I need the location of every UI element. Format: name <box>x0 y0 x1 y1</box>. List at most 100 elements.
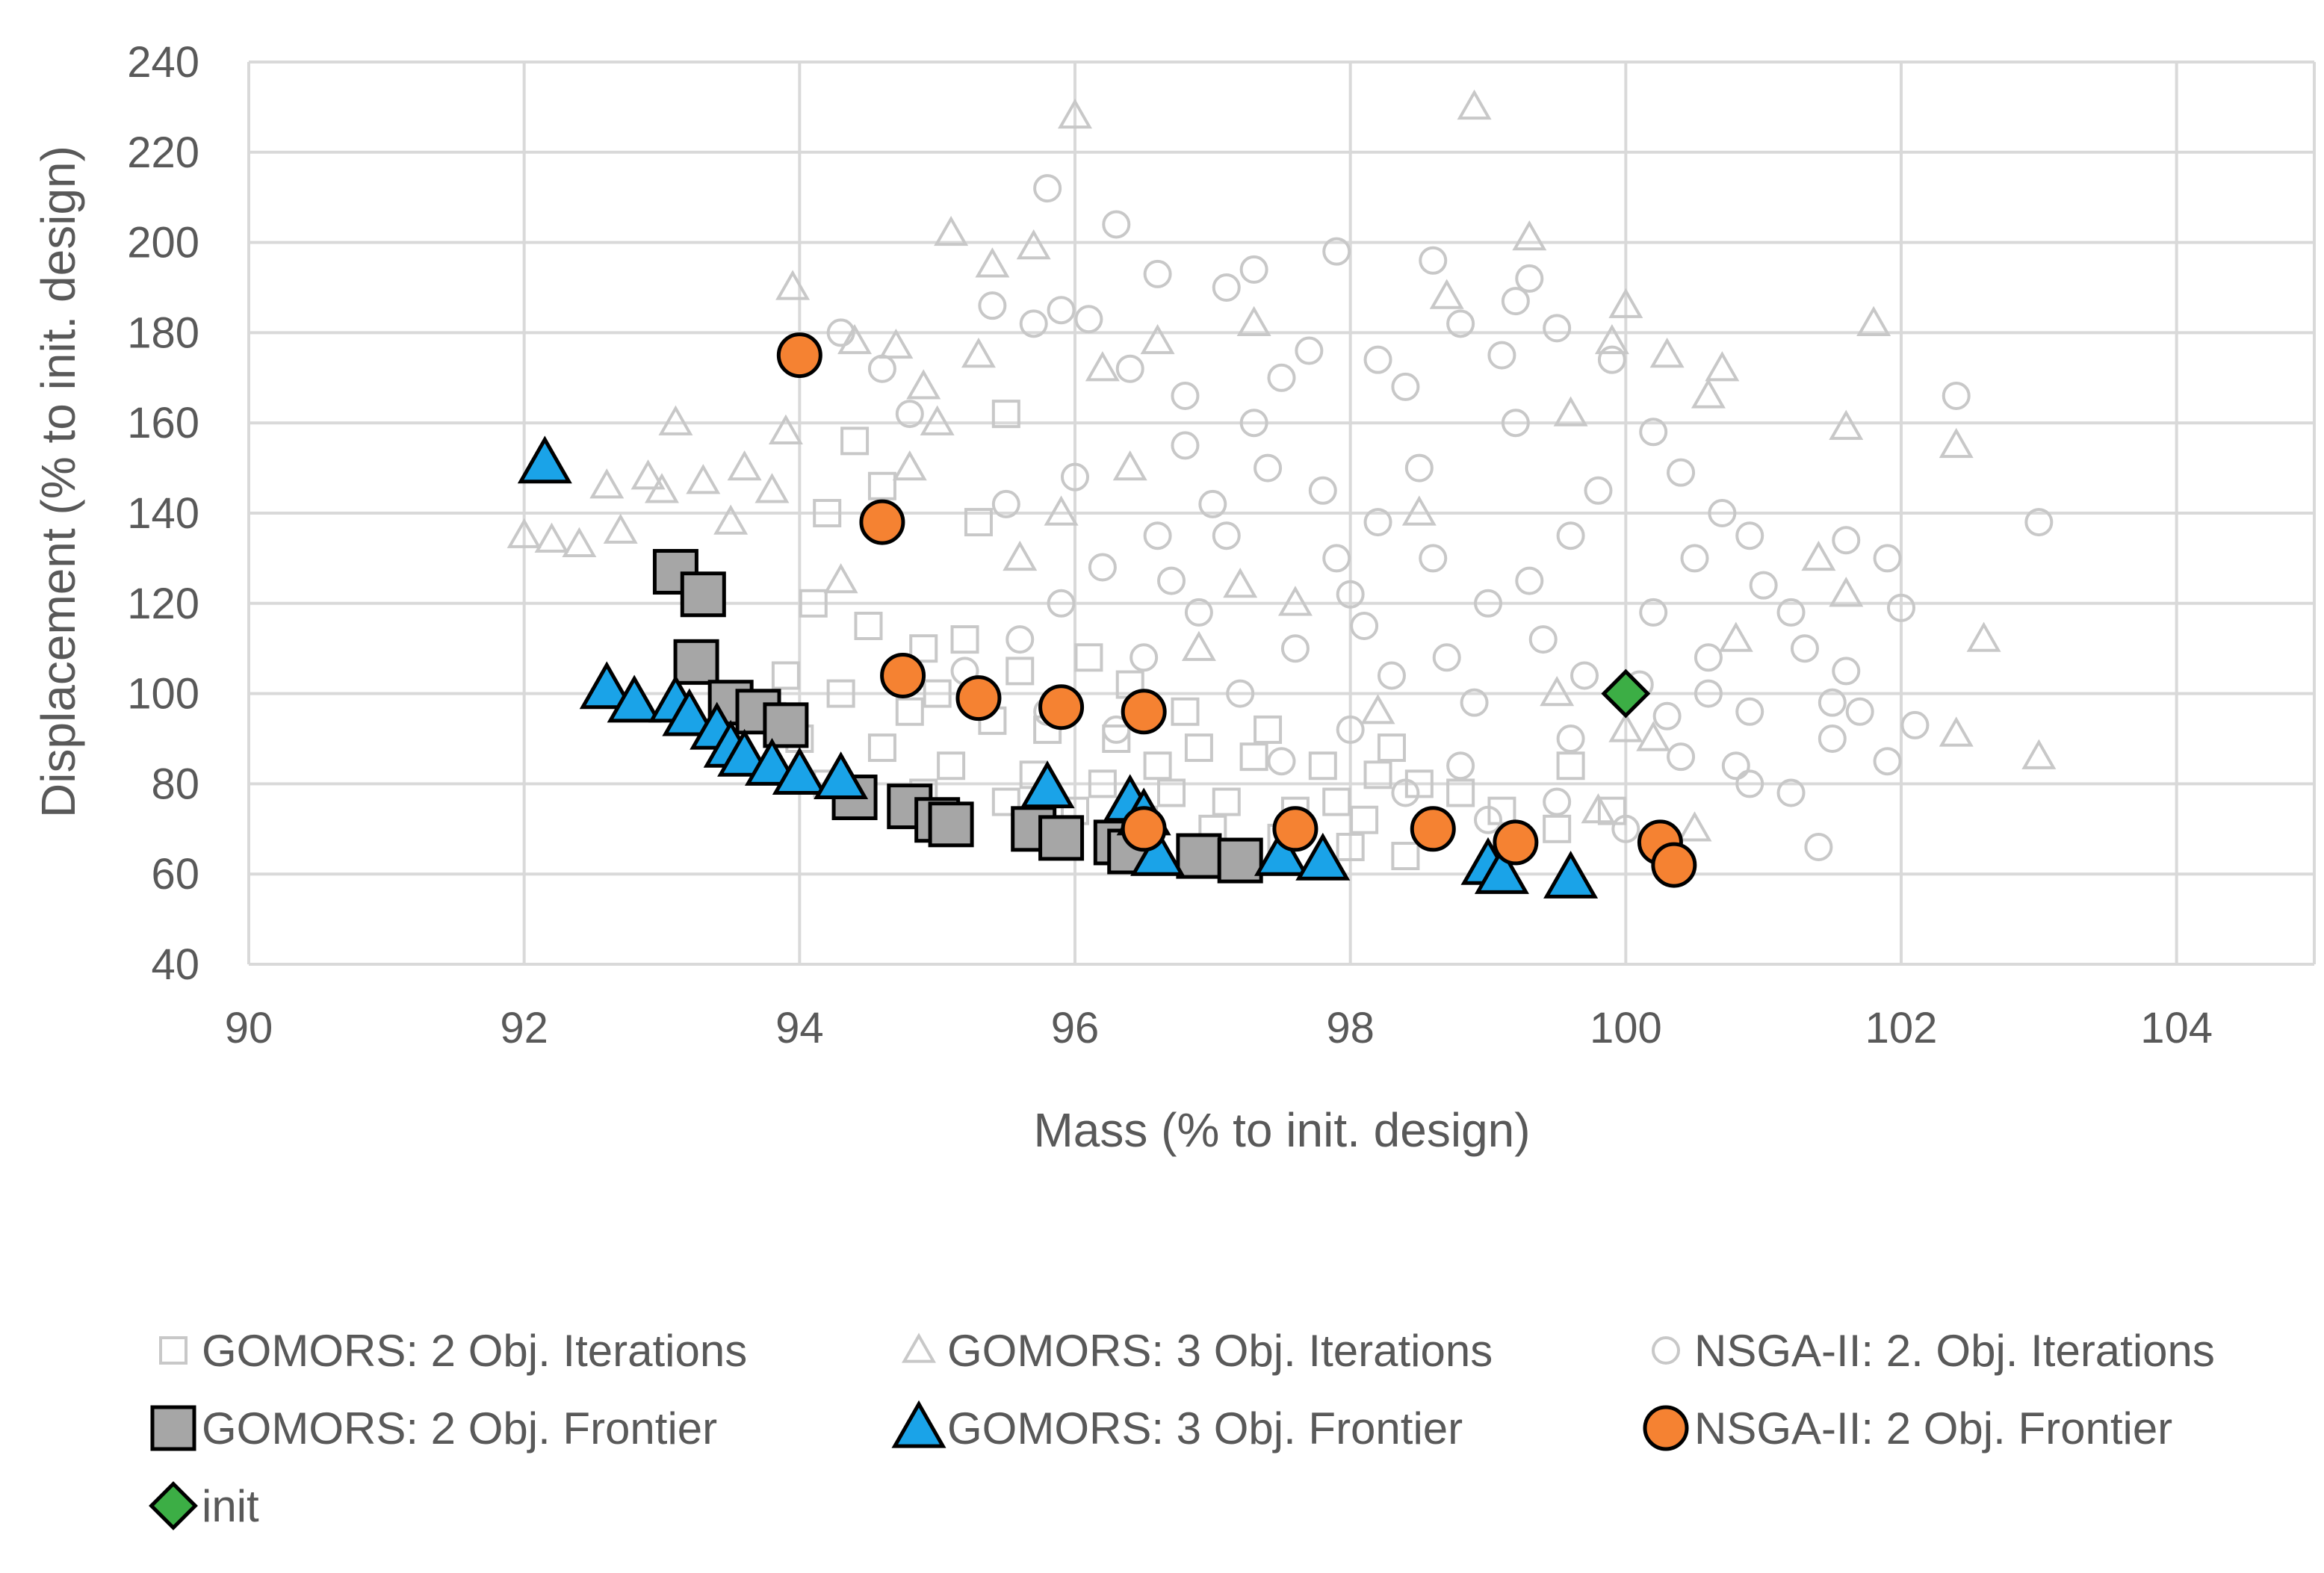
data-point <box>1708 499 1737 527</box>
data-point <box>1058 98 1092 129</box>
data-point <box>1239 255 1268 284</box>
data-point <box>1718 621 1753 652</box>
data-point <box>1556 725 1585 753</box>
legend-marker <box>159 1336 188 1365</box>
data-point <box>2024 508 2054 537</box>
x-axis-title: Mass (% to init. design) <box>1033 1103 1530 1157</box>
data-point <box>727 450 762 481</box>
data-point <box>937 751 966 781</box>
data-point <box>1350 612 1379 640</box>
data-point <box>1130 643 1159 672</box>
data-point <box>1308 476 1337 505</box>
data-point <box>1543 314 1572 343</box>
data-point <box>1543 787 1572 816</box>
data-point <box>1515 264 1544 293</box>
data-point <box>867 354 896 383</box>
data-point <box>813 499 842 527</box>
data-point <box>772 747 827 795</box>
data-point <box>1474 805 1502 834</box>
data-point <box>991 400 1020 429</box>
data-point <box>1818 725 1847 753</box>
data-point <box>1336 580 1365 609</box>
data-point <box>680 571 726 618</box>
data-point <box>562 527 597 557</box>
data-point <box>895 697 924 726</box>
iteration-points <box>506 89 2057 871</box>
data-point <box>826 318 855 347</box>
data-point <box>1543 814 1572 843</box>
data-point <box>1749 571 1778 600</box>
data-point <box>1501 409 1530 438</box>
data-point <box>1217 837 1263 884</box>
data-point <box>1401 495 1437 526</box>
data-point <box>964 508 993 537</box>
data-point <box>867 733 896 763</box>
data-point <box>776 332 822 379</box>
x-tick-label: 90 <box>225 1004 273 1052</box>
data-point <box>1776 778 1806 807</box>
data-point <box>1350 805 1379 834</box>
data-point <box>920 405 955 435</box>
data-point <box>1515 566 1544 595</box>
data-point <box>1639 598 1668 627</box>
data-point <box>1038 684 1085 730</box>
data-point <box>717 728 772 777</box>
data-point <box>1277 586 1313 616</box>
data-point <box>1649 338 1685 368</box>
data-point <box>1966 621 2001 652</box>
data-point <box>1556 751 1585 781</box>
data-point <box>1295 336 1324 365</box>
data-point <box>895 400 924 429</box>
data-point <box>1143 259 1172 288</box>
data-point <box>1115 354 1144 383</box>
data-point <box>1694 679 1723 708</box>
data-point <box>1601 668 1651 719</box>
data-point <box>1016 229 1051 260</box>
data-point <box>1873 544 1902 573</box>
y-tick-label: 40 <box>151 940 199 989</box>
gridlines <box>247 60 2316 966</box>
data-point <box>928 801 974 848</box>
data-point <box>1176 833 1222 879</box>
data-point <box>1832 657 1861 686</box>
data-point <box>1061 462 1089 491</box>
y-tick-label: 220 <box>127 128 199 177</box>
data-point <box>630 459 666 490</box>
data-point <box>1003 540 1038 571</box>
data-point <box>826 679 855 708</box>
legend-label: GOMORS: 3 Obj. Frontier <box>947 1403 1463 1453</box>
data-point <box>1295 832 1351 881</box>
data-point <box>1608 712 1643 742</box>
data-point <box>859 499 905 545</box>
data-point <box>978 291 1007 320</box>
data-point <box>1856 305 1891 336</box>
data-point <box>1074 305 1103 334</box>
data-point <box>1184 598 1213 627</box>
data-point <box>1694 643 1723 672</box>
data-point <box>1171 697 1200 726</box>
data-point <box>1212 787 1241 816</box>
legend-marker <box>1652 1336 1680 1365</box>
data-point <box>1900 710 1930 739</box>
data-point <box>823 563 858 594</box>
data-point <box>1887 593 1915 622</box>
data-point <box>1501 287 1530 316</box>
data-point <box>1140 323 1175 355</box>
data-point <box>1845 697 1874 726</box>
data-point <box>1581 793 1616 824</box>
y-tick-label: 120 <box>127 580 199 628</box>
legend-entry: init <box>149 1481 259 1531</box>
data-point <box>771 661 800 690</box>
x-tick-label: 104 <box>2140 1004 2213 1052</box>
data-point <box>991 489 1020 518</box>
data-point <box>1493 819 1539 866</box>
data-point <box>1184 733 1213 763</box>
data-point <box>658 405 693 435</box>
data-point <box>1474 589 1502 618</box>
data-point <box>1832 526 1861 555</box>
y-tick-labels: 40 60 80 100 120 140 160 180 200 220 240 <box>127 38 199 989</box>
data-point <box>1085 351 1120 382</box>
data-point <box>1377 733 1406 763</box>
legend: GOMORS: 2 Obj. Iterations GOMORS: 3 Obj. … <box>149 1326 2215 1531</box>
